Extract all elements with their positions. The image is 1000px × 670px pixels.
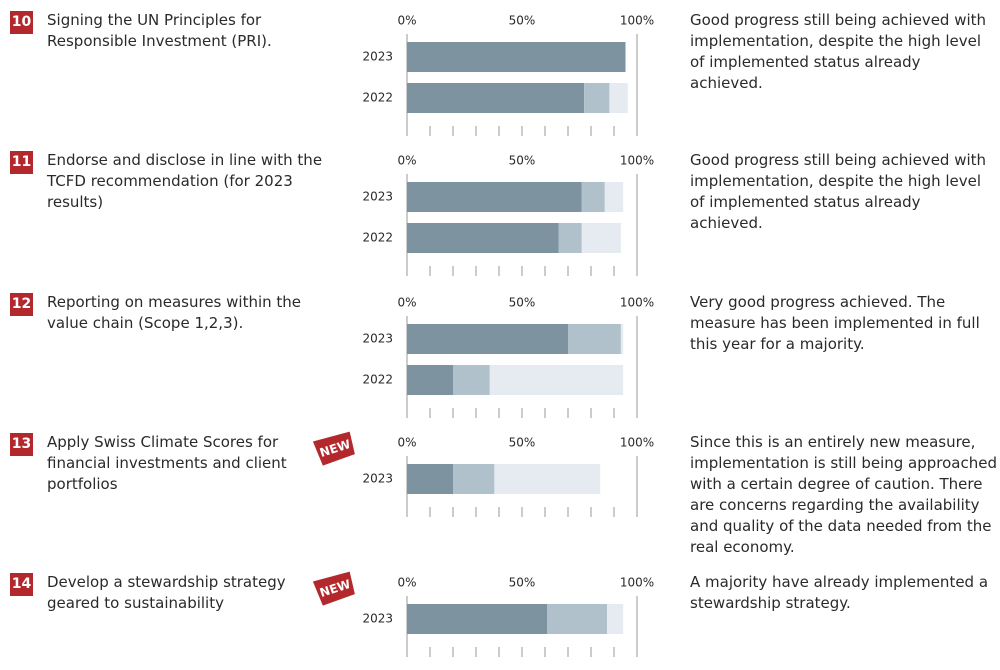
bar-segment [581,182,605,212]
bar-segment [558,223,582,253]
item-title: Endorse and disclose in line with the TC… [47,151,323,211]
bar-segment [407,464,453,494]
item-description: Good progress still being achieved with … [690,11,987,92]
item-number: 14 [10,573,33,596]
x-tick-label: 0% [397,14,416,28]
badge-shape [312,571,355,606]
item-title: Signing the UN Principles for Responsibl… [47,11,272,50]
item-title: Develop a stewardship strategy geared to… [47,573,286,612]
bar-segment [407,223,559,253]
x-tick-label: 0% [397,154,416,168]
x-tick-label: 100% [620,14,654,28]
category-label: 2023 [362,190,393,204]
item-number: 13 [10,433,33,456]
x-tick-label: 100% [620,576,654,590]
item-number: 10 [10,11,33,34]
category-label: 2022 [362,231,393,245]
bar-segment [407,365,453,395]
x-tick-label: 0% [397,576,416,590]
bar-segment [568,324,621,354]
bar-segment [407,324,568,354]
badge-shape [312,431,355,466]
item-description: Since this is an entirely new measure, i… [690,433,997,556]
x-tick-label: 100% [620,296,654,310]
new-badge: NEW [312,571,355,606]
bar-segment [609,83,628,113]
x-tick-label: 50% [509,296,536,310]
category-label: 2023 [362,332,393,346]
x-tick-label: 0% [397,296,416,310]
x-tick-label: 50% [509,14,536,28]
category-label: 2023 [362,612,393,626]
item-number: 12 [10,293,33,316]
category-label: 2023 [362,472,393,486]
item-description: Good progress still being achieved with … [690,151,987,232]
x-tick-label: 100% [620,436,654,450]
bar-segment [620,324,624,354]
x-tick-label: 50% [509,576,536,590]
category-label: 2022 [362,91,393,105]
bar-segment [453,464,495,494]
bar-segment [453,365,490,395]
bar-segment [604,182,624,212]
x-tick-label: 50% [509,154,536,168]
item-title: Apply Swiss Climate Scores for financial… [47,433,287,493]
bar-segment [407,604,548,634]
item-description: Very good progress achieved. The measure… [690,293,980,353]
bar-segment [489,365,624,395]
x-tick-label: 0% [397,436,416,450]
category-label: 2022 [362,373,393,387]
item-title: Reporting on measures within the value c… [47,293,302,332]
bar-segment [607,604,624,634]
bar-segment [547,604,608,634]
item-number: 11 [10,151,33,174]
x-tick-label: 100% [620,154,654,168]
item-description: A majority have already implemented a st… [690,573,989,612]
x-tick-label: 50% [509,436,536,450]
bar-segment [407,182,582,212]
new-badge: NEW [312,431,355,466]
bar-segment [407,42,626,72]
bar-segment [494,464,601,494]
category-label: 2023 [362,50,393,64]
bar-segment [581,223,621,253]
bar-segment [584,83,610,113]
bar-segment [407,83,585,113]
